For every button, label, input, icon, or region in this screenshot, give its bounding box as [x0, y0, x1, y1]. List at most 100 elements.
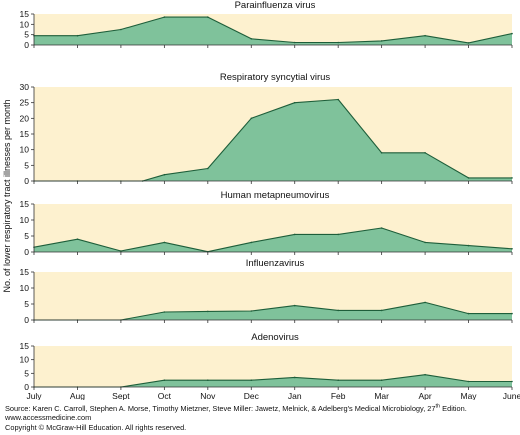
data-point — [76, 238, 79, 240]
data-point — [337, 98, 340, 101]
y-tick-label: 15 — [20, 129, 30, 139]
area-outline — [34, 16, 513, 44]
data-point — [293, 101, 296, 104]
panel-title: Parainfluenza virus — [235, 0, 316, 11]
area-fill — [34, 99, 512, 181]
y-tick-label: 0 — [24, 382, 29, 392]
y-tick-label: 10 — [20, 19, 30, 29]
x-tick-label: Mar — [374, 391, 389, 400]
x-tick-label: Apr — [418, 391, 431, 400]
data-point — [207, 310, 209, 313]
data-point — [380, 309, 383, 312]
data-point — [424, 152, 426, 154]
panel-title: Respiratory syncytial virus — [220, 72, 331, 83]
x-tick-label: June — [503, 391, 520, 400]
data-point — [293, 376, 296, 379]
panel-title: Human metapneumovirus — [221, 190, 330, 201]
data-point — [424, 241, 426, 244]
x-tick-label: Oct — [158, 391, 172, 400]
x-tick-label: May — [461, 391, 478, 400]
source-citation: Source: Karen C. Carroll, Stephen A. Mor… — [5, 404, 517, 413]
data-point — [250, 117, 253, 120]
data-point — [424, 373, 426, 376]
area-fill — [34, 17, 512, 45]
x-tick-label: Dec — [244, 391, 260, 400]
data-point — [250, 310, 253, 312]
data-point — [511, 177, 513, 179]
y-tick-label: 30 — [20, 82, 30, 92]
x-tick-label: Aug — [70, 391, 85, 400]
data-point — [380, 40, 383, 42]
source-citation-suffix: Edition. — [440, 404, 467, 413]
y-tick-label: 0 — [24, 176, 29, 186]
y-tick-label: 20 — [20, 113, 30, 123]
y-tick-label: 5 — [24, 368, 29, 378]
x-tick-label: Sept — [112, 391, 130, 400]
y-tick-label: 5 — [24, 299, 29, 309]
data-point — [511, 312, 513, 315]
data-point — [76, 34, 79, 37]
data-point — [467, 244, 470, 247]
panel-title: Influenzavirus — [246, 258, 305, 269]
y-tick-label: 5 — [24, 231, 29, 241]
y-tick-label: 5 — [24, 30, 29, 40]
data-point — [511, 248, 513, 250]
y-tick-label: 15 — [20, 267, 30, 277]
y-tick-label: 5 — [24, 160, 29, 170]
y-tick-label: 0 — [24, 247, 29, 257]
y-axis-label: No. of lower respiratory tract illnesses… — [2, 99, 12, 292]
x-tick-label: Jan — [288, 391, 302, 400]
data-point — [163, 311, 166, 313]
panel-3: Human metapneumovirus 0 5 10 15 — [20, 190, 513, 257]
area-fill — [34, 228, 512, 252]
source-citation-text: Source: Karen C. Carroll, Stephen A. Mor… — [5, 404, 436, 413]
data-point — [250, 379, 253, 382]
panel-4: Influenzavirus 0 5 10 15 — [20, 258, 513, 325]
data-point — [511, 380, 513, 383]
data-point — [424, 301, 426, 304]
y-tick-label: 15 — [20, 341, 30, 351]
y-tick-label: 15 — [20, 9, 30, 19]
y-tick-label: 10 — [20, 355, 30, 365]
data-point — [293, 41, 296, 44]
data-point — [207, 167, 209, 170]
data-point — [163, 16, 166, 18]
data-point — [511, 32, 513, 35]
data-point — [380, 152, 383, 154]
y-tick-label: 0 — [24, 315, 29, 325]
data-point — [467, 380, 470, 383]
data-point — [467, 312, 470, 315]
data-point — [293, 233, 296, 236]
data-point — [250, 241, 253, 244]
data-point — [467, 42, 470, 44]
data-point — [207, 379, 209, 382]
data-point — [120, 250, 122, 252]
area-fill — [34, 302, 512, 320]
panel-2: Respiratory syncytial virus 0 5 10 15 20 25 30 — [20, 72, 513, 186]
y-tick-label: 10 — [20, 215, 30, 225]
data-point — [337, 379, 340, 382]
y-tick-label: 10 — [20, 283, 30, 293]
y-tick-label: 0 — [24, 40, 29, 50]
x-tick-label: Nov — [200, 391, 216, 400]
source-website: www.accessmedicine.com — [5, 413, 92, 423]
data-point — [120, 28, 122, 31]
y-tick-label: 10 — [20, 145, 30, 155]
area-fill — [34, 374, 512, 387]
data-point — [424, 34, 426, 37]
source-copyright: Copyright © McGraw-Hill Education. All r… — [5, 422, 187, 432]
x-tick-label: July — [26, 391, 42, 400]
data-point — [337, 309, 340, 312]
panel-5: Adenovirus 0 5 10 15 July Aug Sept Oct Nov Dec Jan F… — [20, 332, 520, 400]
data-point — [250, 38, 253, 40]
y-tick-label: 15 — [20, 199, 30, 209]
data-point — [467, 177, 470, 179]
data-point — [380, 379, 383, 382]
source-credit: Source: Karen C. Carroll, Stephen A. Mor… — [5, 404, 517, 432]
panel-title: Adenovirus — [251, 332, 299, 343]
data-point — [293, 304, 296, 307]
data-point — [163, 379, 166, 382]
